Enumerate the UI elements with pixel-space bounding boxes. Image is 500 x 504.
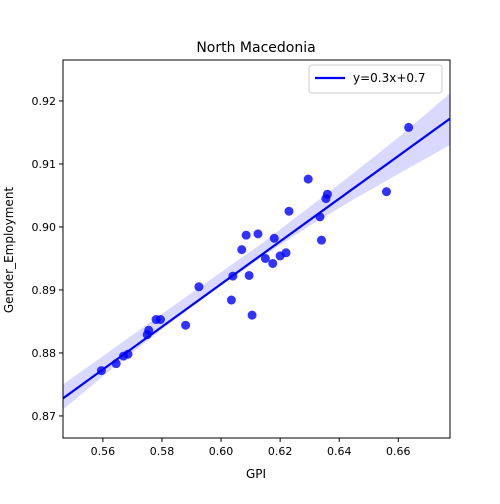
- data-point: [248, 311, 257, 320]
- data-point: [227, 296, 236, 305]
- data-point: [181, 321, 190, 330]
- data-point: [270, 234, 279, 243]
- data-point: [242, 231, 251, 240]
- data-point: [323, 190, 332, 199]
- data-point: [282, 248, 291, 257]
- data-point: [237, 245, 246, 254]
- data-point: [245, 271, 254, 280]
- y-tick-label: 0.89: [32, 284, 57, 297]
- x-tick-label: 0.66: [386, 445, 411, 458]
- x-axis-label: GPI: [246, 467, 266, 481]
- legend-label: y=0.3x+0.7: [353, 71, 425, 85]
- legend: y=0.3x+0.7: [309, 65, 442, 93]
- data-point: [404, 123, 413, 132]
- y-tick-label: 0.88: [32, 347, 57, 360]
- y-tick-label: 0.87: [32, 410, 57, 423]
- confidence-band: [63, 93, 450, 409]
- x-tick-label: 0.60: [209, 445, 234, 458]
- data-point: [285, 207, 294, 216]
- plot-content: [63, 93, 450, 409]
- plot-area: 0.56 0.58 0.60 0.62 0.64 0.66 0.87 0.88 0.89 0.90…: [32, 60, 451, 458]
- y-axis-label: Gender_Employment: [2, 187, 16, 314]
- data-point: [194, 282, 203, 291]
- y-tick-label: 0.92: [32, 95, 57, 108]
- data-point: [156, 315, 165, 324]
- data-point: [382, 187, 391, 196]
- regression-line: [63, 119, 450, 399]
- y-tick-label: 0.90: [32, 221, 57, 234]
- x-tick-label: 0.64: [327, 445, 352, 458]
- x-tick-label: 0.56: [91, 445, 116, 458]
- x-tick-label: 0.62: [268, 445, 293, 458]
- data-point: [253, 229, 262, 238]
- data-point: [317, 236, 326, 245]
- x-tick-label: 0.58: [150, 445, 175, 458]
- y-tick-label: 0.91: [32, 158, 57, 171]
- data-point: [268, 259, 277, 268]
- chart-title: North Macedonia: [196, 40, 315, 56]
- data-point: [304, 175, 313, 184]
